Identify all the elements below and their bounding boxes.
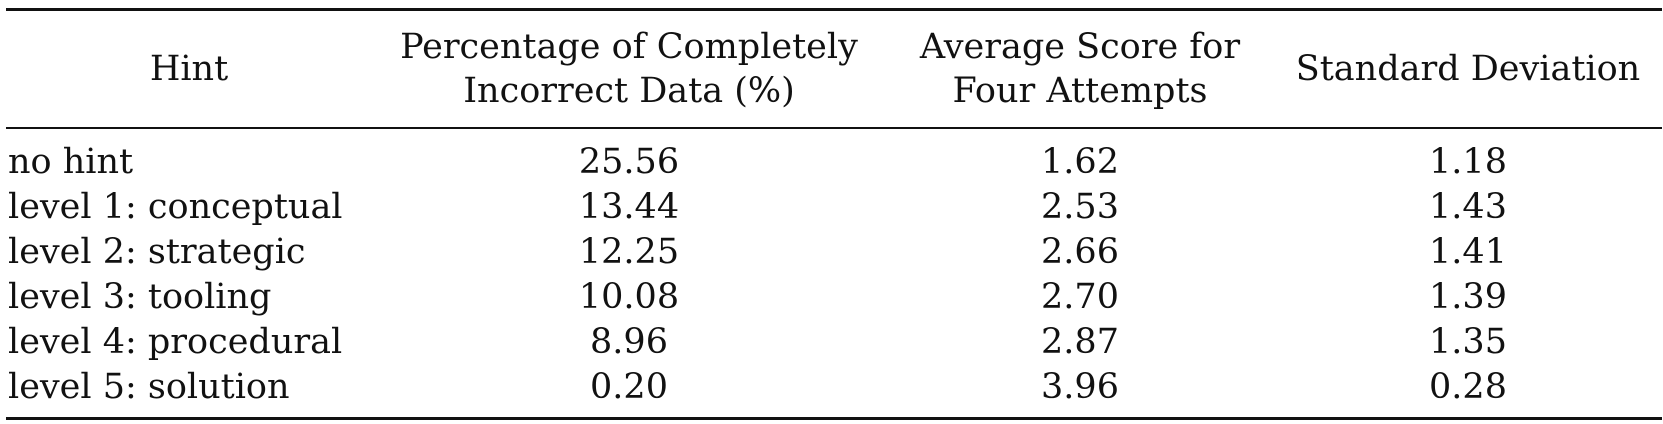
header-average-line-1: Average Score for — [919, 27, 1241, 67]
table-row: level 1: conceptual 13.44 2.53 1.43 — [6, 184, 1662, 229]
hint-cell: level 5: solution — [8, 366, 290, 407]
header-incorrect-line-1: Percentage of Completely — [400, 27, 858, 67]
average-score-cell: 3.96 — [1041, 366, 1119, 407]
standard-deviation-cell: 1.43 — [1429, 186, 1507, 227]
average-score-cell: 1.62 — [1041, 141, 1119, 182]
standard-deviation-cell: 1.18 — [1429, 141, 1507, 182]
incorrect-percentage-cell: 12.25 — [578, 231, 680, 272]
header-incorrect-percentage: Percentage of Completely Incorrect Data … — [372, 10, 886, 129]
incorrect-percentage-cell: 10.08 — [578, 276, 680, 317]
header-row: Hint Percentage of Completely Incorrect … — [6, 9, 1662, 129]
header-standard-deviation: Standard Deviation — [1274, 10, 1662, 129]
table-row: level 4: procedural 8.96 2.87 1.35 — [6, 319, 1662, 364]
hint-results-table: Hint Percentage of Completely Incorrect … — [6, 8, 1662, 420]
table-row: level 2: strategic 12.25 2.66 1.41 — [6, 229, 1662, 274]
header-hint: Hint — [6, 10, 372, 129]
average-score-cell: 2.66 — [1041, 231, 1119, 272]
hint-cell: level 2: strategic — [8, 231, 306, 272]
average-score-cell: 2.87 — [1041, 321, 1119, 362]
header-average-line-2: Four Attempts — [952, 71, 1208, 111]
average-score-cell: 2.53 — [1041, 186, 1119, 227]
standard-deviation-cell: 1.39 — [1429, 276, 1507, 317]
table-row: level 3: tooling 10.08 2.70 1.39 — [6, 274, 1662, 319]
incorrect-percentage-cell: 0.20 — [590, 366, 668, 407]
hint-cell: level 1: conceptual — [8, 186, 343, 227]
header-incorrect-line-2: Incorrect Data (%) — [463, 71, 795, 111]
hint-cell: no hint — [8, 141, 134, 182]
standard-deviation-cell: 1.35 — [1429, 321, 1507, 362]
incorrect-percentage-cell: 8.96 — [590, 321, 668, 362]
hint-cell: level 3: tooling — [8, 276, 272, 317]
average-score-cell: 2.70 — [1041, 276, 1119, 317]
standard-deviation-cell: 1.41 — [1429, 231, 1507, 272]
header-std-line: Standard Deviation — [1295, 49, 1641, 89]
table-body: no hint 25.56 1.62 1.18 level 1: concept… — [6, 128, 1662, 419]
table-row: no hint 25.56 1.62 1.18 — [6, 128, 1662, 184]
incorrect-percentage-cell: 25.56 — [578, 141, 680, 182]
header-average-score: Average Score for Four Attempts — [886, 10, 1274, 129]
header-hint-line: Hint — [149, 49, 229, 89]
hint-cell: level 4: procedural — [8, 321, 343, 362]
table-row: level 5: solution 0.20 3.96 0.28 — [6, 364, 1662, 419]
incorrect-percentage-cell: 13.44 — [578, 186, 680, 227]
table-header: Hint Percentage of Completely Incorrect … — [6, 9, 1662, 129]
standard-deviation-cell: 0.28 — [1429, 366, 1507, 407]
